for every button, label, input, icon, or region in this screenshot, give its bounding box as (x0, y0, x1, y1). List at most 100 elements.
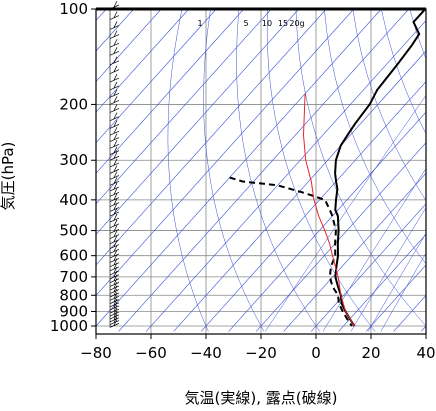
wind-barb (109, 240, 120, 249)
wind-barb (109, 310, 120, 320)
wind-barb (109, 298, 120, 308)
wind-barb (109, 258, 120, 268)
wind-barb (109, 203, 120, 212)
wind-barb (109, 30, 120, 39)
wind-barb (109, 21, 120, 30)
y-tick-label: 800 (59, 286, 88, 304)
wind-barb (109, 11, 120, 20)
isotherm-line (96, 9, 382, 327)
dry-adiabat-line (236, 9, 320, 332)
wind-barb (109, 126, 120, 136)
y-tick-label: 300 (59, 151, 88, 169)
wind-barb (109, 188, 120, 197)
dashed-black-profile (229, 176, 353, 327)
x-axis: −80 −60 −40 −20 0 20 40 (80, 334, 436, 362)
dry-adiabat-line (352, 9, 426, 201)
isotherm-line (118, 9, 410, 332)
wind-barb (109, 278, 120, 287)
wind-barb (109, 133, 120, 142)
wind-barb (109, 295, 120, 304)
isotherm-line (228, 111, 426, 332)
x-tick-label: −80 (80, 344, 112, 362)
dry-adiabat-line (203, 9, 265, 332)
wind-barb (109, 65, 120, 75)
y-tick-label: 500 (59, 222, 88, 240)
solid-black-profile (334, 9, 426, 327)
mixing-ratio-line (367, 232, 426, 332)
wind-barb (109, 182, 120, 192)
mixing-ratio-line (350, 207, 426, 332)
isotherm-line (283, 172, 426, 332)
isotherm-line (96, 9, 162, 83)
x-tick-label: 40 (416, 344, 435, 362)
isotherm-line (96, 9, 327, 266)
y-tick-label: 700 (59, 268, 88, 286)
isotherm-line (96, 9, 272, 205)
wind-barb (109, 270, 120, 280)
wind-barb (109, 171, 120, 180)
y-axis-title: 気圧(hPa) (0, 142, 17, 211)
isotherm-line (173, 50, 426, 332)
wind-barb (109, 198, 120, 207)
wind-barb (109, 288, 120, 298)
y-tick-label: 600 (59, 247, 88, 265)
wind-barb (109, 47, 120, 56)
y-tick-label: 900 (59, 302, 88, 320)
wind-barb (109, 213, 120, 223)
isotherm-line (96, 9, 300, 235)
wind-barb (109, 225, 120, 234)
wind-barb (109, 39, 120, 48)
wind-barbs (109, 0, 120, 328)
wind-barb (109, 140, 120, 149)
wind-barb (109, 262, 120, 272)
wind-barb (109, 313, 120, 323)
isotherm-line (96, 9, 190, 113)
x-tick-label: −60 (135, 344, 167, 362)
mixing-ratio-label: 1 (197, 19, 202, 28)
x-tick-label: 0 (311, 344, 321, 362)
skewed-isotherms (96, 9, 426, 332)
wind-barb (109, 292, 120, 301)
wind-barb (109, 96, 120, 105)
wind-barb (109, 165, 120, 174)
y-tick-label: 1000 (50, 317, 88, 335)
dry-adiabat-line (167, 9, 209, 332)
wind-barb (109, 177, 120, 186)
wind-barb (109, 249, 120, 259)
mixing-ratio-label: 15 (278, 19, 288, 28)
dry-adiabat-line (324, 9, 426, 265)
profile-lines (229, 9, 426, 327)
isotherm-line (96, 9, 245, 174)
wind-barb (109, 254, 120, 263)
wind-barb (109, 207, 120, 217)
wind-barb (109, 152, 120, 161)
mixing-ratio-lines (265, 95, 426, 332)
wind-barb (109, 230, 120, 239)
wind-barb (109, 319, 120, 328)
wind-barb (109, 73, 120, 83)
isotherm-line (96, 9, 217, 144)
wind-barb (109, 307, 120, 317)
wind-barb (109, 285, 120, 294)
isotherm-line (365, 264, 426, 332)
x-axis-title: 気温(実線), 露点(破線) (185, 389, 338, 407)
x-tick-label: 20 (361, 344, 380, 362)
wind-barb (109, 316, 120, 325)
mixing-ratio-label: 5 (243, 19, 248, 28)
solid-red-profile (302, 93, 355, 327)
x-tick-label: −40 (190, 344, 222, 362)
wind-barb (109, 56, 120, 66)
mixing-ratio-line (380, 252, 426, 332)
wind-barb (109, 120, 120, 129)
wind-barb (109, 266, 120, 276)
y-tick-label: 200 (59, 95, 88, 113)
mixing-ratio-labels: 1 5 10 15 20g (197, 19, 304, 28)
isotherm-line (310, 203, 426, 332)
wind-barb (109, 146, 120, 155)
mixing-ratio-label: 20g (289, 19, 304, 28)
wind-barb (109, 304, 120, 314)
y-tick-label: 100 (59, 0, 88, 18)
wind-barb (109, 245, 120, 254)
